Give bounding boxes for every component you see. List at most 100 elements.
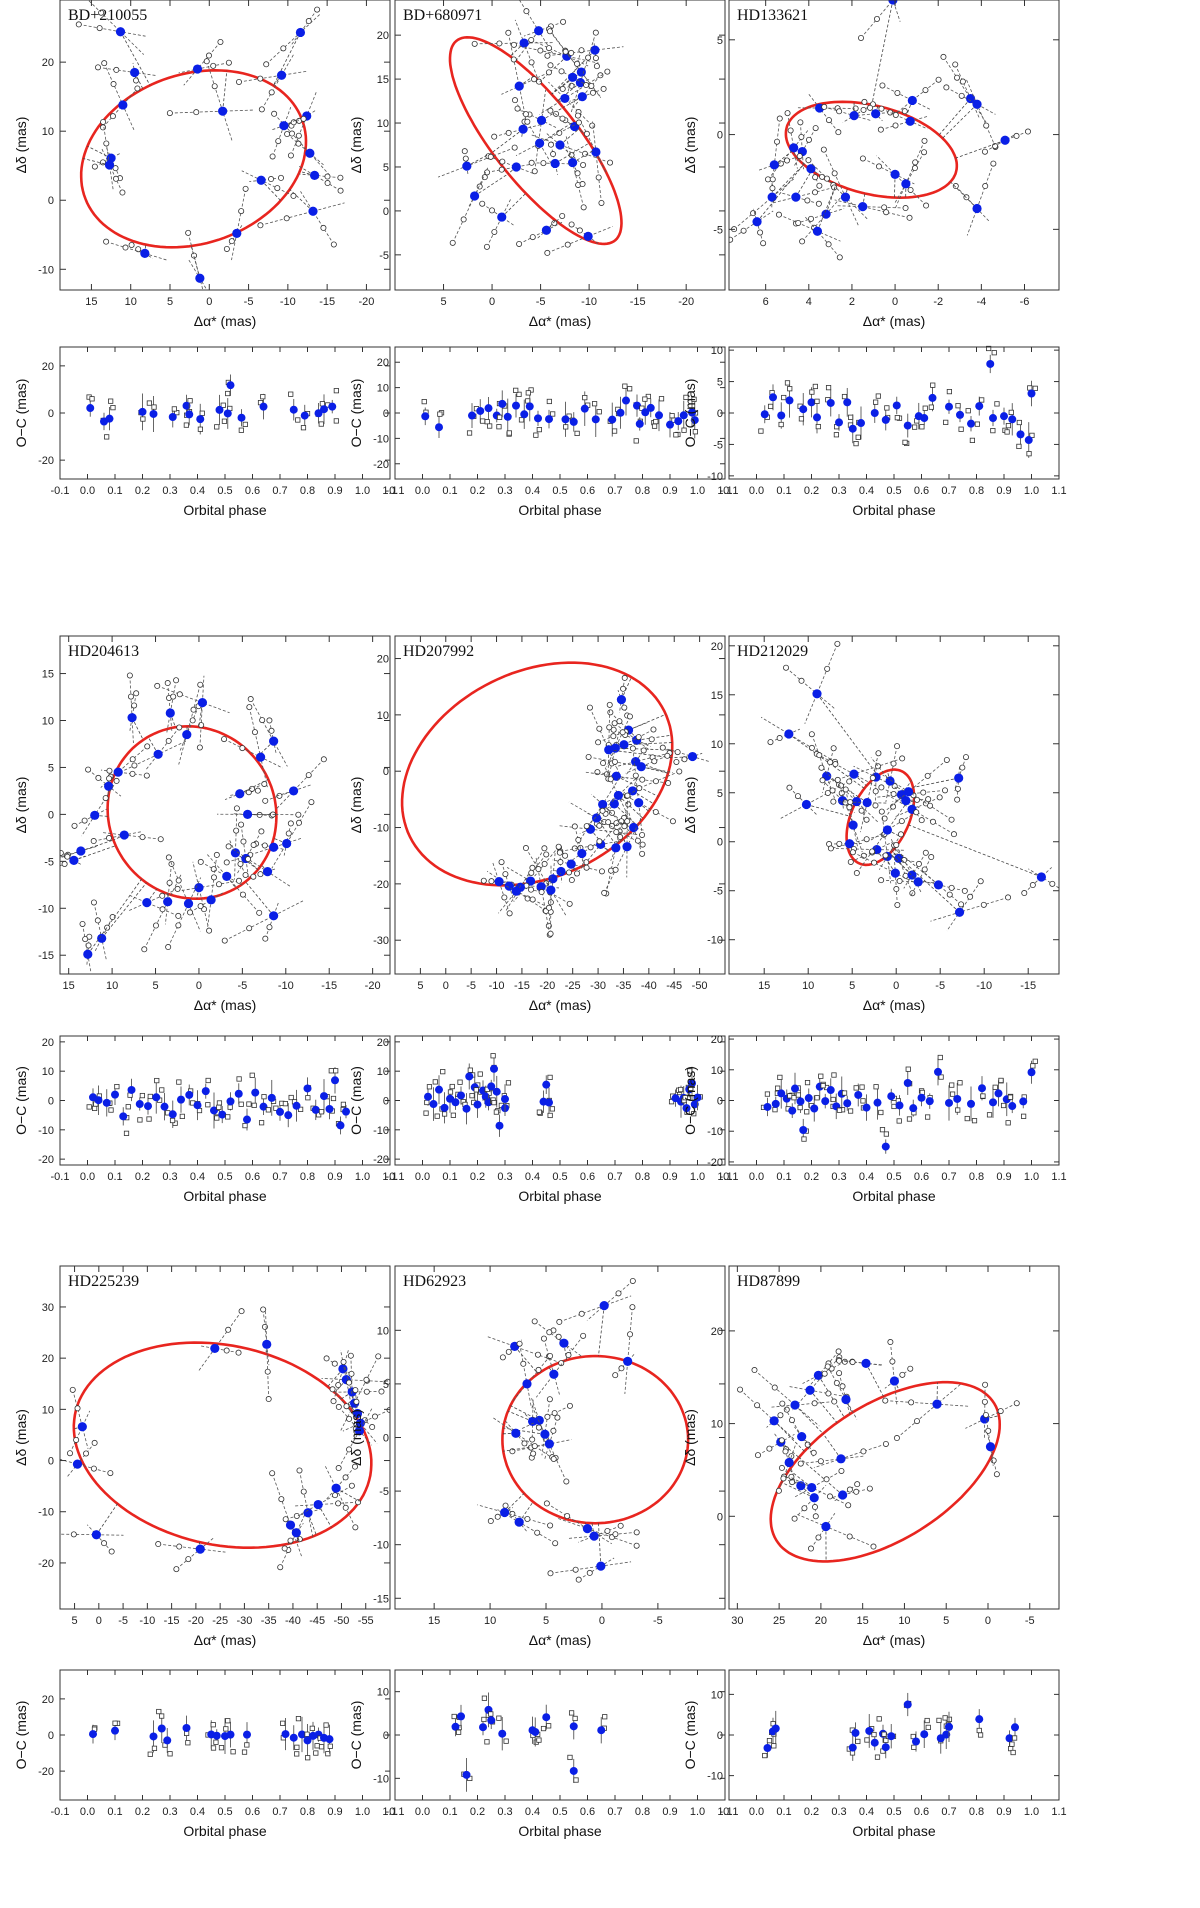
- scan-line: [264, 901, 279, 939]
- phase-tick-label: 0.8: [635, 485, 650, 497]
- open-residual-square: [946, 388, 952, 395]
- scan-line: [588, 756, 673, 773]
- scan-line: [93, 831, 143, 842]
- scan-open-point: [555, 843, 562, 850]
- residual-point: [111, 1726, 119, 1735]
- scan-line: [828, 834, 884, 850]
- open-residual-square: [873, 399, 879, 405]
- scan-line: [87, 0, 145, 55]
- scan-open-point: [352, 1387, 359, 1394]
- phase-tick-label: 1.0: [1024, 1806, 1039, 1818]
- open-residual-square: [197, 426, 204, 432]
- scan-line: [298, 165, 341, 192]
- scan-open-point: [550, 1456, 557, 1463]
- residual-point: [870, 1738, 879, 1747]
- orbit-data-point: [619, 740, 629, 750]
- open-residual-square: [216, 1100, 223, 1106]
- scan-open-point: [246, 925, 253, 932]
- orbit-data-point: [628, 786, 638, 796]
- scan-line: [93, 902, 107, 960]
- scan-open-point: [574, 170, 581, 177]
- scan-open-point: [64, 853, 71, 860]
- residual-point: [771, 1099, 780, 1108]
- scan-open-point: [99, 159, 106, 166]
- scan-line: [262, 1309, 270, 1366]
- scan-open-point: [599, 807, 606, 814]
- residual-point: [967, 419, 975, 428]
- scan-open-point: [890, 791, 897, 798]
- open-residual-square: [309, 1725, 315, 1731]
- scan-open-point: [353, 1398, 360, 1405]
- scan-open-point: [165, 737, 172, 744]
- scan-open-point: [804, 1441, 811, 1448]
- scan-open-point: [233, 805, 240, 812]
- scan-line: [781, 192, 819, 205]
- scan-line: [482, 203, 514, 226]
- orbit-data-point: [308, 206, 318, 216]
- open-residual-square: [767, 403, 774, 410]
- scan-open-point: [1029, 882, 1036, 889]
- y-tick-label: 5: [48, 762, 54, 774]
- scan-open-point: [516, 1340, 523, 1347]
- orbit-data-point: [549, 1369, 559, 1379]
- scan-open-point: [918, 817, 925, 824]
- y-tick-label: 5: [383, 1379, 389, 1391]
- scan-open-point: [652, 778, 659, 785]
- scan-line: [965, 78, 996, 148]
- open-residual-square: [841, 393, 848, 400]
- scan-open-point: [268, 727, 275, 734]
- residual-point: [674, 417, 683, 426]
- scan-open-point: [875, 163, 882, 170]
- scan-open-point: [122, 244, 129, 251]
- scan-open-point: [899, 1371, 906, 1378]
- scan-open-point: [836, 1357, 843, 1364]
- residual-point: [763, 1102, 772, 1111]
- orbit-data-point: [862, 797, 872, 808]
- scan-open-point: [894, 89, 901, 96]
- scan-open-point: [550, 151, 557, 158]
- scan-open-point: [79, 920, 86, 927]
- open-residual-square: [681, 427, 687, 433]
- scan-open-point: [476, 183, 483, 190]
- residual-point: [300, 411, 309, 420]
- scan-open-point: [751, 1367, 758, 1374]
- open-residual-square: [871, 1731, 877, 1738]
- open-residual-square: [513, 387, 519, 393]
- scan-open-point: [612, 1531, 619, 1538]
- open-residual-square: [855, 434, 861, 440]
- phase-tick-label: 0.8: [969, 485, 984, 497]
- residual-point: [569, 1722, 578, 1731]
- oc-tick-label: 0: [717, 1096, 723, 1108]
- open-residual-square: [949, 1091, 956, 1097]
- residual-point: [887, 1092, 896, 1101]
- scan-open-point: [335, 1500, 342, 1507]
- x-tick-label: -5: [237, 980, 247, 992]
- scan-line: [94, 916, 113, 952]
- open-residual-square: [333, 388, 339, 394]
- scan-open-point: [275, 138, 282, 145]
- scan-open-point: [912, 159, 919, 166]
- orbit-data-point: [83, 949, 93, 959]
- scan-open-point: [794, 793, 801, 800]
- scan-open-point: [534, 1529, 541, 1536]
- residual-point: [569, 417, 578, 426]
- orbit-data-point: [206, 895, 216, 905]
- open-residual-square: [853, 1085, 859, 1091]
- scan-open-point: [505, 1348, 512, 1355]
- residual-link: [510, 1405, 540, 1421]
- scan-line: [334, 1391, 382, 1393]
- phase-tick-label: 0.2: [135, 1171, 150, 1183]
- phase-tick-label: 0.6: [245, 1806, 260, 1818]
- orbit-data-point: [806, 164, 816, 174]
- orbit-data-point: [985, 1442, 996, 1452]
- scan-open-point: [825, 1390, 832, 1397]
- residual-point: [163, 1736, 172, 1745]
- phase-tick-label: 0.4: [525, 485, 540, 497]
- open-residual-square: [261, 1094, 267, 1100]
- residual-point: [503, 412, 512, 421]
- residual-point: [895, 1101, 904, 1110]
- scan-line: [965, 1402, 1017, 1429]
- open-residual-square: [473, 1087, 479, 1093]
- scan-open-point: [100, 124, 107, 131]
